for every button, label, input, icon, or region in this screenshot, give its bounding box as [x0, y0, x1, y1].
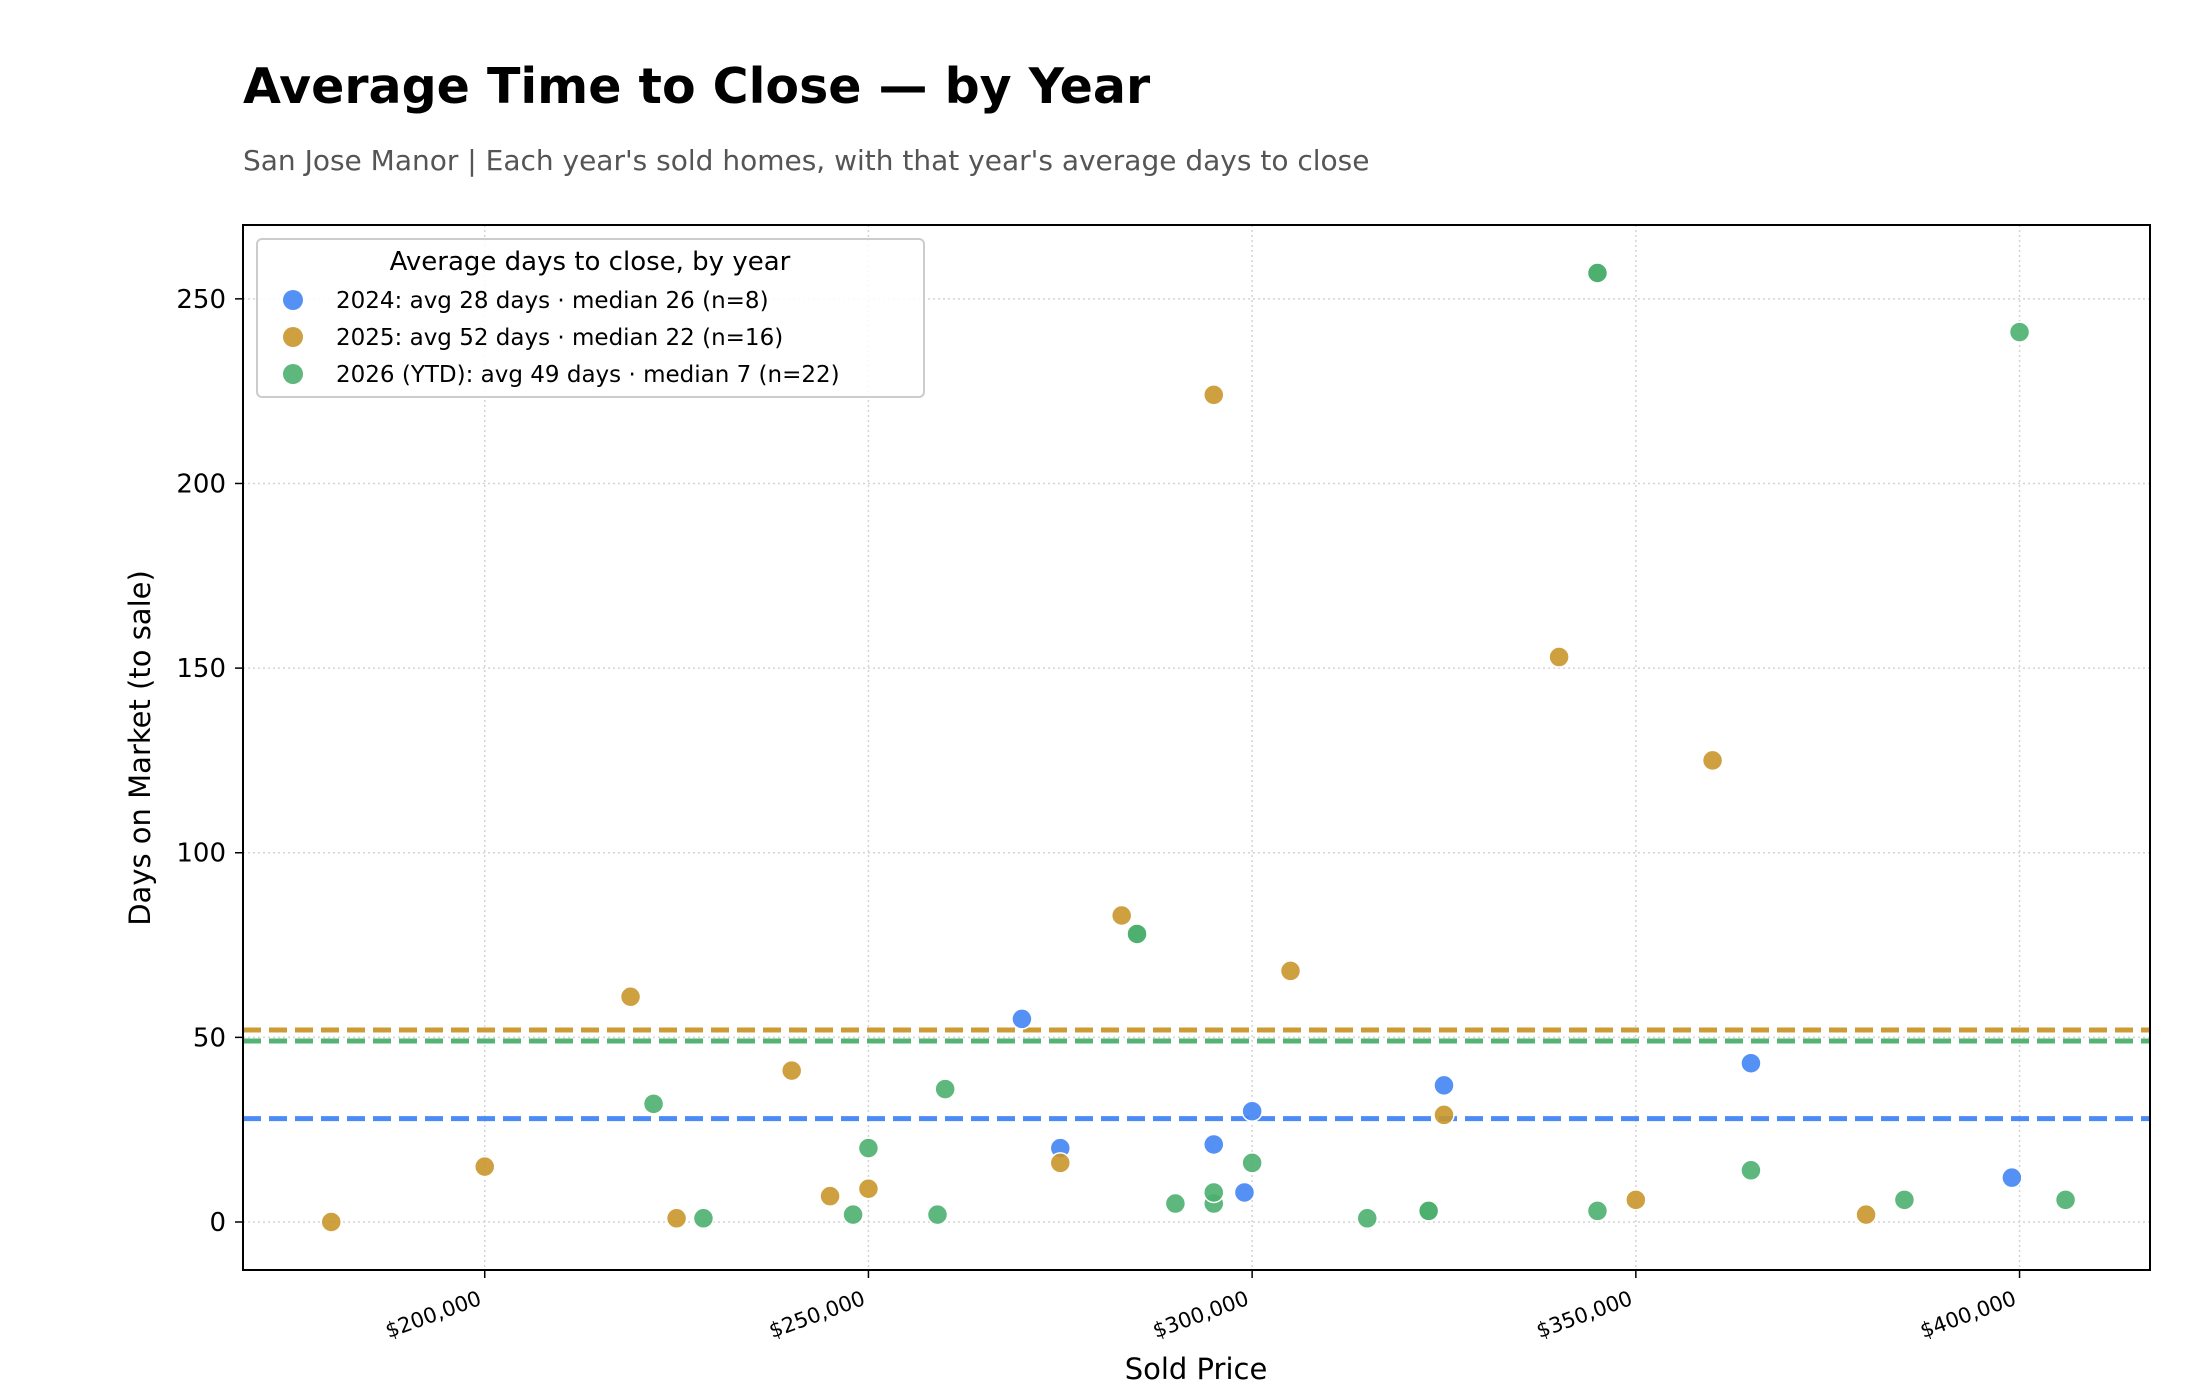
x-tick-label: $250,000 [766, 1286, 868, 1343]
data-point-2026 [934, 1078, 956, 1100]
data-point-2025 [473, 1155, 496, 1178]
data-point-2025 [1279, 960, 1302, 982]
data-point-2026 [2054, 1189, 2077, 1211]
axis-ticks: $200,000 $250,000 $300,000 $350,000 $400,000… [176, 285, 2021, 1343]
data-point-2025 [1110, 904, 1133, 927]
data-point-2026 [926, 1203, 949, 1226]
data-point-2026 [857, 1137, 880, 1159]
data-point-2025 [1203, 384, 1225, 406]
data-point-2024 [1011, 1008, 1033, 1030]
data-point-2024 [1233, 1181, 1256, 1204]
y-tick-label: 100 [176, 839, 226, 869]
legend-label-2026: 2026 (YTD): avg 49 days · median 7 (n=22… [336, 362, 840, 388]
legend-title: Average days to close, by year [390, 247, 791, 277]
y-axis-label: Days on Market (to sale) [123, 570, 157, 926]
data-point-2024 [1241, 1100, 1263, 1122]
data-point-2025 [619, 985, 642, 1008]
data-point-2024 [1433, 1074, 1455, 1097]
x-tick-label: $350,000 [1533, 1286, 1635, 1343]
legend: Average days to close, by year 2024: avg… [256, 238, 925, 398]
data-point-2025 [857, 1178, 880, 1200]
data-point-2024 [2001, 1166, 2023, 1189]
y-tick-label: 50 [193, 1023, 226, 1053]
legend-marker-2024 [283, 290, 303, 310]
data-point-2025 [1548, 646, 1570, 668]
x-tick-label: $200,000 [382, 1286, 484, 1343]
x-tick-label: $300,000 [1149, 1286, 1251, 1343]
grid-layer [243, 225, 2150, 1270]
legend-items: 2024: avg 28 days · median 26 (n=8) 2025:… [283, 288, 840, 388]
x-axis-label: Sold Price [1125, 1352, 1268, 1386]
legend-box [256, 238, 925, 398]
data-point-2025 [780, 1059, 803, 1082]
data-point-2026 [2008, 321, 2031, 343]
legend-label-2024: 2024: avg 28 days · median 26 (n=8) [336, 288, 769, 314]
data-point-2026 [1356, 1207, 1378, 1230]
data-point-2026 [1164, 1192, 1187, 1215]
data-point-2026 [1893, 1189, 1916, 1211]
data-point-2025 [320, 1211, 343, 1233]
data-point-2025 [1049, 1152, 1072, 1174]
data-point-2025 [1625, 1189, 1647, 1211]
data-point-2026 [1740, 1159, 1762, 1182]
data-point-2026 [842, 1203, 864, 1226]
data-point-2025 [1855, 1203, 1877, 1226]
data-point-2026 [1203, 1181, 1225, 1204]
chart-title: Average Time to Close — by Year [243, 58, 1151, 115]
data-point-2026 [1586, 262, 1609, 284]
data-point-2026 [1126, 923, 1148, 945]
data-point-2026 [692, 1207, 715, 1230]
legend-marker-2025 [283, 327, 303, 347]
data-points [320, 262, 2077, 1233]
data-point-2025 [1433, 1104, 1455, 1126]
legend-marker-2026 [283, 364, 303, 384]
y-tick-label: 150 [176, 654, 226, 684]
data-point-2025 [1701, 749, 1724, 772]
y-tick-label: 250 [176, 285, 226, 315]
x-tick-label: $400,000 [1917, 1286, 2019, 1343]
data-point-2024 [1740, 1052, 1762, 1074]
chart-subtitle: San Jose Manor | Each year's sold homes,… [243, 144, 1370, 177]
data-point-2026 [1417, 1200, 1440, 1222]
data-point-2026 [1586, 1200, 1609, 1222]
data-point-2024 [1203, 1133, 1225, 1156]
legend-label-2025: 2025: avg 52 days · median 22 (n=16) [336, 325, 783, 351]
y-tick-label: 200 [176, 469, 226, 499]
average-lines [243, 1027, 2150, 1122]
y-tick-label: 0 [209, 1208, 226, 1238]
data-point-2025 [665, 1207, 688, 1230]
data-point-2025 [819, 1185, 841, 1207]
data-point-2026 [1241, 1152, 1263, 1174]
plot-frame [242, 224, 2151, 1271]
data-point-2026 [642, 1093, 665, 1115]
